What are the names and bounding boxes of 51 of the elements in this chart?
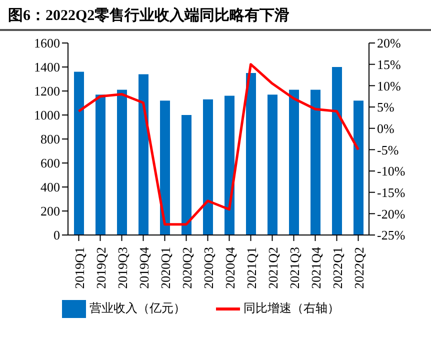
line-series: [78, 63, 360, 226]
chart-title: 图6：2022Q2零售行业收入端同比略有下滑: [0, 0, 431, 31]
y2-tick-label: 0%: [377, 120, 394, 136]
x-tick-label: 2021Q1: [244, 247, 259, 289]
bar: [117, 90, 127, 235]
bar: [289, 90, 299, 235]
bar: [268, 94, 278, 235]
y-tick-label: 1200: [34, 84, 60, 99]
x-tick-label: 2020Q3: [200, 247, 216, 289]
y2-tick-label: -25%: [377, 228, 406, 243]
y2-tick-label: 20%: [377, 36, 401, 51]
y-tick-label: 1400: [34, 60, 60, 75]
bar: [246, 73, 256, 235]
y2-tick-label: 15%: [377, 56, 401, 72]
x-tick-label: 2022Q2: [351, 247, 366, 289]
y-tick-label: 600: [40, 156, 60, 171]
x-tick-label: 2020Q2: [179, 247, 194, 289]
y2-tick-label: 10%: [377, 78, 401, 94]
bar: [332, 67, 342, 235]
x-tick-label: 2020Q1: [158, 247, 173, 289]
y-tick-label: 1000: [34, 108, 60, 123]
y-tick-label: 1600: [34, 36, 60, 51]
x-tick-label: 2022Q1: [330, 247, 345, 289]
bar: [354, 100, 364, 235]
y-tick-label: 800: [40, 132, 60, 147]
bar: [96, 94, 106, 235]
x-tick-label: 2019Q2: [93, 247, 108, 289]
bar: [182, 115, 192, 235]
bar: [74, 72, 84, 235]
legend-label: 同比增速（右轴）: [244, 301, 340, 316]
y2-tick-label: -10%: [377, 164, 406, 179]
bar: [203, 99, 213, 235]
y2-tick-label: 5%: [377, 100, 394, 115]
y-tick-label: 200: [40, 204, 60, 219]
y2-tick-label: -15%: [377, 184, 406, 200]
y2-tick-label: -20%: [377, 206, 406, 222]
x-tick-label: 2019Q3: [114, 247, 130, 289]
x-tick-label: 2019Q4: [136, 246, 152, 289]
y-tick-label: 400: [40, 180, 60, 195]
bar: [224, 96, 234, 235]
x-tick-label: 2021Q2: [265, 247, 280, 289]
bar: [160, 100, 170, 235]
legend-label: 营业收入（亿元）: [90, 301, 186, 316]
bar: [138, 74, 148, 235]
x-tick-label: 2021Q4: [308, 246, 324, 289]
y2-tick-label: -5%: [377, 142, 399, 158]
bar: [310, 90, 320, 235]
x-tick-label: 2020Q4: [222, 246, 238, 289]
y-tick-label: 0: [54, 228, 60, 243]
x-tick-label: 2019Q1: [72, 247, 87, 289]
x-tick-label: 2021Q3: [286, 247, 302, 289]
